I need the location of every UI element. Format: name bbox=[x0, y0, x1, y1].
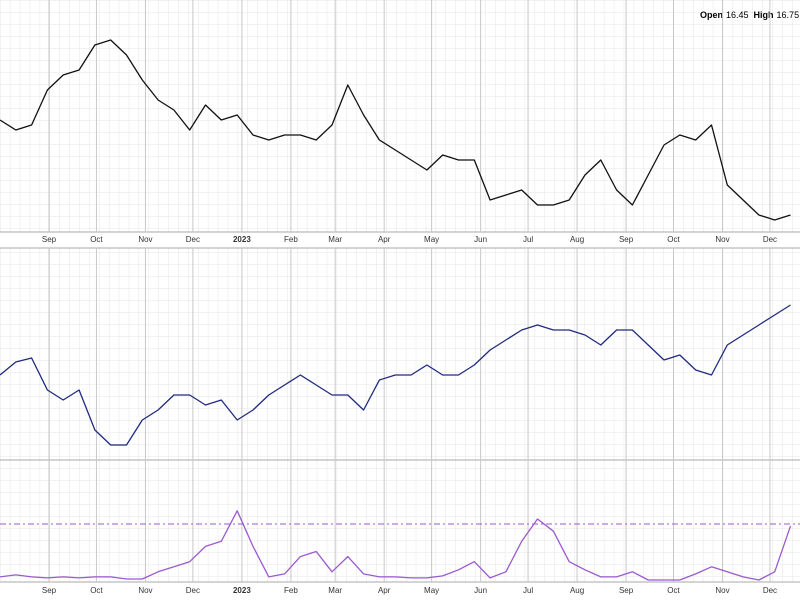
x-tick-label: Oct bbox=[667, 586, 680, 595]
x-tick-label: Dec bbox=[763, 586, 777, 595]
x-tick-label: Jul bbox=[523, 235, 533, 244]
x-tick-label: Dec bbox=[186, 586, 200, 595]
x-tick-label: May bbox=[424, 235, 439, 244]
x-tick-label: 2023 bbox=[233, 235, 251, 244]
x-tick-label: Mar bbox=[328, 235, 342, 244]
x-tick-label: Sep bbox=[619, 235, 634, 244]
x-tick-label: Apr bbox=[378, 586, 391, 595]
x-tick-label: Dec bbox=[186, 235, 200, 244]
x-tick-label: Sep bbox=[42, 235, 57, 244]
x-tick-label: Jun bbox=[474, 235, 487, 244]
series-line bbox=[0, 510, 792, 581]
header-value: 16.45 bbox=[726, 10, 749, 20]
x-tick-label: 2023 bbox=[233, 586, 251, 595]
x-tick-label: Nov bbox=[715, 586, 729, 595]
x-tick-label: Nov bbox=[715, 235, 729, 244]
x-tick-label: Nov bbox=[138, 235, 152, 244]
x-tick-label: Jun bbox=[474, 586, 487, 595]
x-tick-label: Feb bbox=[284, 586, 298, 595]
x-tick-label: Apr bbox=[378, 235, 391, 244]
panel-grid bbox=[0, 248, 800, 460]
x-tick-label: Aug bbox=[570, 235, 584, 244]
x-tick-label: Oct bbox=[90, 586, 103, 595]
header-label: Open bbox=[700, 10, 723, 20]
x-tick-label: Dec bbox=[763, 235, 777, 244]
series-line bbox=[0, 39, 791, 221]
header-label: High bbox=[754, 10, 774, 20]
x-tick-label: Jul bbox=[523, 586, 533, 595]
x-tick-label: Mar bbox=[328, 586, 342, 595]
panel-grid bbox=[0, 0, 800, 232]
panel-grid bbox=[0, 460, 800, 582]
x-tick-label: Sep bbox=[42, 586, 57, 595]
x-tick-label: Nov bbox=[138, 586, 152, 595]
x-tick-label: Oct bbox=[90, 235, 103, 244]
header-value: 16.75 bbox=[777, 10, 800, 20]
x-tick-label: May bbox=[424, 586, 439, 595]
series-line bbox=[0, 304, 791, 446]
x-tick-label: Oct bbox=[667, 235, 680, 244]
x-tick-label: Feb bbox=[284, 235, 298, 244]
x-tick-label: Aug bbox=[570, 586, 584, 595]
x-tick-label: Sep bbox=[619, 586, 634, 595]
